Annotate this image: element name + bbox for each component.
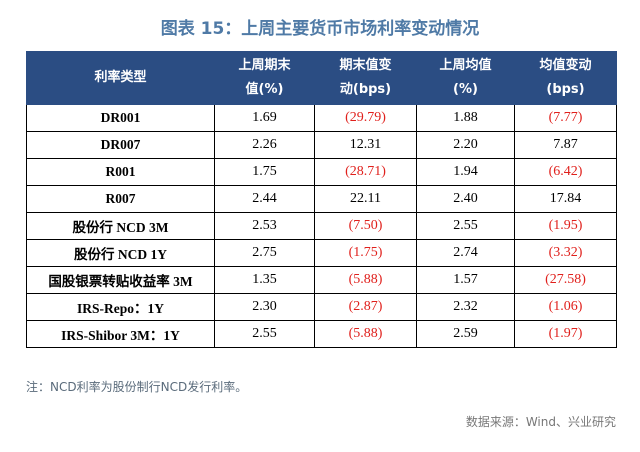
avg-value-cell: 2.59	[416, 320, 515, 348]
rate-name-cell: DR007	[26, 131, 215, 159]
avg-change-cell: (7.77)	[514, 104, 617, 132]
table-row: DR001 1.69 (29.79) 1.88 (7.77)	[26, 104, 617, 132]
avg-change-cell: (6.42)	[514, 158, 617, 186]
table-row: DR007 2.26 12.31 2.20 7.87	[26, 131, 617, 159]
rate-name-cell: 股份行 NCD 3M	[26, 212, 215, 240]
table-row: 国股银票转贴收益率 3M 1.35 (5.88) 1.57 (27.58)	[26, 266, 617, 294]
header-end-value: 上周期末 值(%)	[214, 51, 315, 105]
end-value-cell: 2.30	[214, 293, 315, 321]
avg-value-cell: 1.88	[416, 104, 515, 132]
avg-change-cell: 17.84	[514, 185, 617, 213]
avg-value-cell: 2.20	[416, 131, 515, 159]
avg-value-cell: 2.32	[416, 293, 515, 321]
end-value-cell: 1.35	[214, 266, 315, 294]
end-change-cell: 12.31	[314, 131, 417, 159]
table-row: R001 1.75 (28.71) 1.94 (6.42)	[26, 158, 617, 186]
rate-name-cell: DR001	[26, 104, 215, 132]
avg-value-cell: 1.94	[416, 158, 515, 186]
rate-name-cell: IRS-Shibor 3M：1Y	[26, 320, 215, 348]
end-change-cell: (5.88)	[314, 320, 417, 348]
table-row: 股份行 NCD 3M 2.53 (7.50) 2.55 (1.95)	[26, 212, 617, 240]
end-value-cell: 2.26	[214, 131, 315, 159]
rate-name-cell: 国股银票转贴收益率 3M	[26, 266, 215, 294]
avg-change-cell: (3.32)	[514, 239, 617, 267]
avg-value-cell: 2.74	[416, 239, 515, 267]
avg-value-cell: 1.57	[416, 266, 515, 294]
avg-change-cell: (1.97)	[514, 320, 617, 348]
avg-change-cell: (1.95)	[514, 212, 617, 240]
end-change-cell: (7.50)	[314, 212, 417, 240]
avg-value-cell: 2.40	[416, 185, 515, 213]
end-change-cell: (29.79)	[314, 104, 417, 132]
end-value-cell: 1.69	[214, 104, 315, 132]
table-row: 股份行 NCD 1Y 2.75 (1.75) 2.74 (3.32)	[26, 239, 617, 267]
data-source: 数据来源：Wind、兴业研究	[465, 415, 616, 429]
end-change-cell: 22.11	[314, 185, 417, 213]
end-change-cell: (5.88)	[314, 266, 417, 294]
end-value-cell: 2.44	[214, 185, 315, 213]
table-row: R007 2.44 22.11 2.40 17.84	[26, 185, 617, 213]
avg-change-cell: (1.06)	[514, 293, 617, 321]
avg-value-cell: 2.55	[416, 212, 515, 240]
end-value-cell: 1.75	[214, 158, 315, 186]
table-row: IRS-Shibor 3M：1Y 2.55 (5.88) 2.59 (1.97)	[26, 320, 617, 348]
rate-name-cell: IRS-Repo：1Y	[26, 293, 215, 321]
end-value-cell: 2.53	[214, 212, 315, 240]
end-value-cell: 2.75	[214, 239, 315, 267]
figure-title: 图表 15：上周主要货币市场利率变动情况	[160, 19, 480, 39]
header-rate-type: 利率类型	[26, 51, 215, 105]
rate-name-cell: 股份行 NCD 1Y	[26, 239, 215, 267]
end-change-cell: (28.71)	[314, 158, 417, 186]
rates-table: 利率类型 上周期末 值(%) 期末值变 动(bps) 上周均值 (%) 均值变动 (bp…	[26, 51, 617, 348]
end-change-cell: (1.75)	[314, 239, 417, 267]
rate-name-cell: R001	[26, 158, 215, 186]
avg-change-cell: 7.87	[514, 131, 617, 159]
table-row: IRS-Repo：1Y 2.30 (2.87) 2.32 (1.06)	[26, 293, 617, 321]
header-row: 利率类型 上周期末 值(%) 期末值变 动(bps) 上周均值 (%) 均值变动 (bp…	[26, 51, 617, 105]
table-body: DR001 1.69 (29.79) 1.88 (7.77) DR007 2.26 12.31…	[26, 104, 617, 348]
rate-name-cell: R007	[26, 185, 215, 213]
end-value-cell: 2.55	[214, 320, 315, 348]
header-avg-change: 均值变动 (bps)	[514, 51, 617, 105]
header-avg-value: 上周均值 (%)	[416, 51, 515, 105]
header-end-change: 期末值变 动(bps)	[314, 51, 417, 105]
end-change-cell: (2.87)	[314, 293, 417, 321]
avg-change-cell: (27.58)	[514, 266, 617, 294]
footnote: 注：NCD利率为股份制行NCD发行利率。	[26, 380, 248, 394]
